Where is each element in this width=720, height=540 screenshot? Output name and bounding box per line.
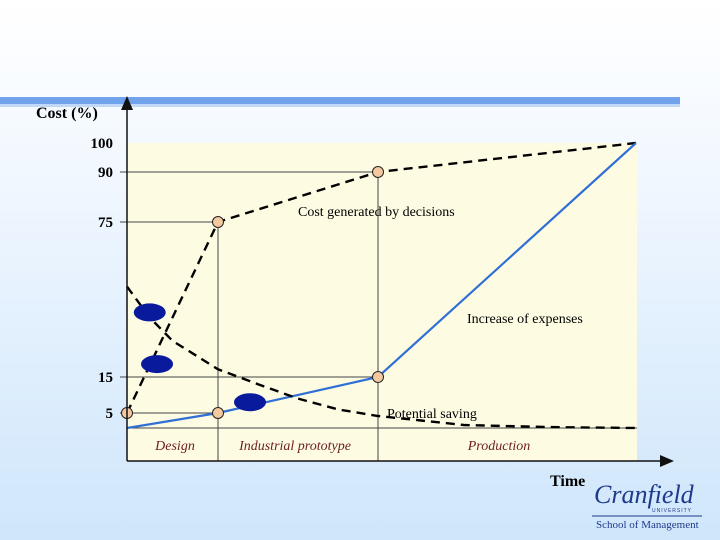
y-tick-5: 5 [106,406,114,422]
y-axis-arrow [121,96,133,110]
series-label-potential-saving: Potential saving [387,407,477,422]
series-layer [125,141,637,430]
plot-area [127,143,637,461]
ellipse-1 [141,355,174,374]
series-line-cost-generated-by-decisions [125,141,637,414]
series-line-potential-saving [126,285,637,430]
y-tick-75: 75 [98,215,113,231]
series-label-increase-of-expenses: Increase of expenses [467,312,583,327]
marker-3 [212,407,224,419]
chart: 100 90 75 15 5 Design Industrial prototype Pro… [36,96,674,490]
axes [121,96,674,467]
marker-1 [212,216,224,228]
phase-label-production: Production [467,439,530,454]
y-tick-100: 100 [91,136,114,152]
header-band [0,97,680,104]
logo-school: School of Management [596,519,699,531]
cranfield-logo: Cranfield UNIVERSITY School of Managemen… [592,480,702,531]
series-line-increase-of-expenses [126,142,637,430]
marker-4 [372,371,384,383]
logo-university: UNIVERSITY [652,508,692,514]
y-tick-90: 90 [98,165,113,181]
ellipse-layer [133,303,266,412]
x-axis-label: Time [550,473,585,490]
phase-label-industrial-prototype: Industrial prototype [238,439,351,454]
logo-name: Cranfield [594,480,695,509]
marker-2 [372,166,384,178]
phase-label-design: Design [154,439,195,454]
header-band-fade [0,104,680,107]
y-tick-15: 15 [98,370,113,386]
ellipse-0 [133,303,166,322]
series-labels: Cost generated by decisions Increase of e… [298,205,583,422]
y-axis-label: Cost (%) [36,105,98,122]
x-axis-arrow [660,455,674,467]
series-label-cost-generated-by-decisions: Cost generated by decisions [298,205,455,220]
phase-labels: Design Industrial prototype Production [154,439,530,454]
ellipse-2 [234,393,266,412]
y-tick-labels: 100 90 75 15 5 [91,136,114,422]
